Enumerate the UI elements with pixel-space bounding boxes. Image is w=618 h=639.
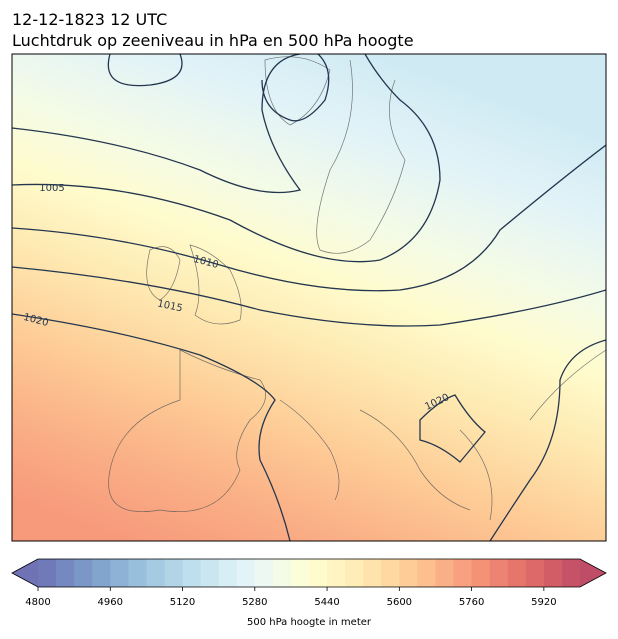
title: 12-12-1823 12 UTC xyxy=(12,10,167,29)
colorbar-segment xyxy=(200,559,220,587)
colorbar-segment xyxy=(92,559,111,587)
colorbar-segment xyxy=(327,559,346,587)
colorbar-segment xyxy=(381,559,400,587)
colorbar-label: 500 hPa hoogte in meter xyxy=(247,617,372,628)
colorbar-segment xyxy=(543,559,563,587)
colorbar-segment xyxy=(453,559,473,587)
colorbar-segment xyxy=(489,559,509,587)
colorbar-segment xyxy=(417,559,436,587)
subtitle: Luchtdruk op zeeniveau in hPa en 500 hPa… xyxy=(12,31,414,50)
colorbar-tick-label: 5760 xyxy=(459,597,484,608)
colorbar-outline xyxy=(11,558,607,588)
colorbar-segment xyxy=(363,559,382,587)
colorbar-segment xyxy=(561,559,581,587)
colorbar-segment xyxy=(399,559,418,587)
colorbar-segment xyxy=(164,559,184,587)
colorbar-segment xyxy=(236,559,256,587)
colorbar-segment xyxy=(146,559,165,587)
colorbar-segment xyxy=(254,559,274,587)
colorbar-segment xyxy=(471,559,491,587)
coastlines xyxy=(108,56,606,521)
colorbar-segment xyxy=(525,559,545,587)
colorbar-segment xyxy=(272,559,292,587)
colorbar-tick-label: 4800 xyxy=(25,597,50,608)
colorbar-segment xyxy=(38,559,57,587)
colorbar-segment xyxy=(218,559,238,587)
colorbar-segment xyxy=(507,559,527,587)
colorbar-extend-high xyxy=(580,559,606,587)
colorbar-segment xyxy=(56,559,75,587)
colorbar-segment xyxy=(309,559,328,587)
colorbar-segment xyxy=(74,559,93,587)
colorbar-segment xyxy=(110,559,129,587)
colorbar-tick-label: 4960 xyxy=(98,597,123,608)
contour-label: 1005 xyxy=(39,183,64,194)
colorbar-tick-label: 5280 xyxy=(242,597,267,608)
colorbar-segment xyxy=(345,559,364,587)
colorbar-segment xyxy=(290,559,310,587)
height-field xyxy=(12,54,606,541)
colorbar-extend-low xyxy=(12,559,38,587)
colorbar: 4800 4960 5120 5280 5440 5600 5760 5920 xyxy=(11,558,607,608)
colorbar-tick-label: 5600 xyxy=(387,597,412,608)
colorbar-segment xyxy=(435,559,455,587)
colorbar-segment xyxy=(128,559,147,587)
colorbar-tick-label: 5440 xyxy=(314,597,339,608)
contour-label: 1015 xyxy=(156,298,183,314)
isobars xyxy=(12,54,606,541)
colorbar-tick-label: 5120 xyxy=(170,597,195,608)
colorbar-tick-label: 5920 xyxy=(531,597,556,608)
map-frame xyxy=(11,53,607,542)
colorbar-segment xyxy=(182,559,202,587)
